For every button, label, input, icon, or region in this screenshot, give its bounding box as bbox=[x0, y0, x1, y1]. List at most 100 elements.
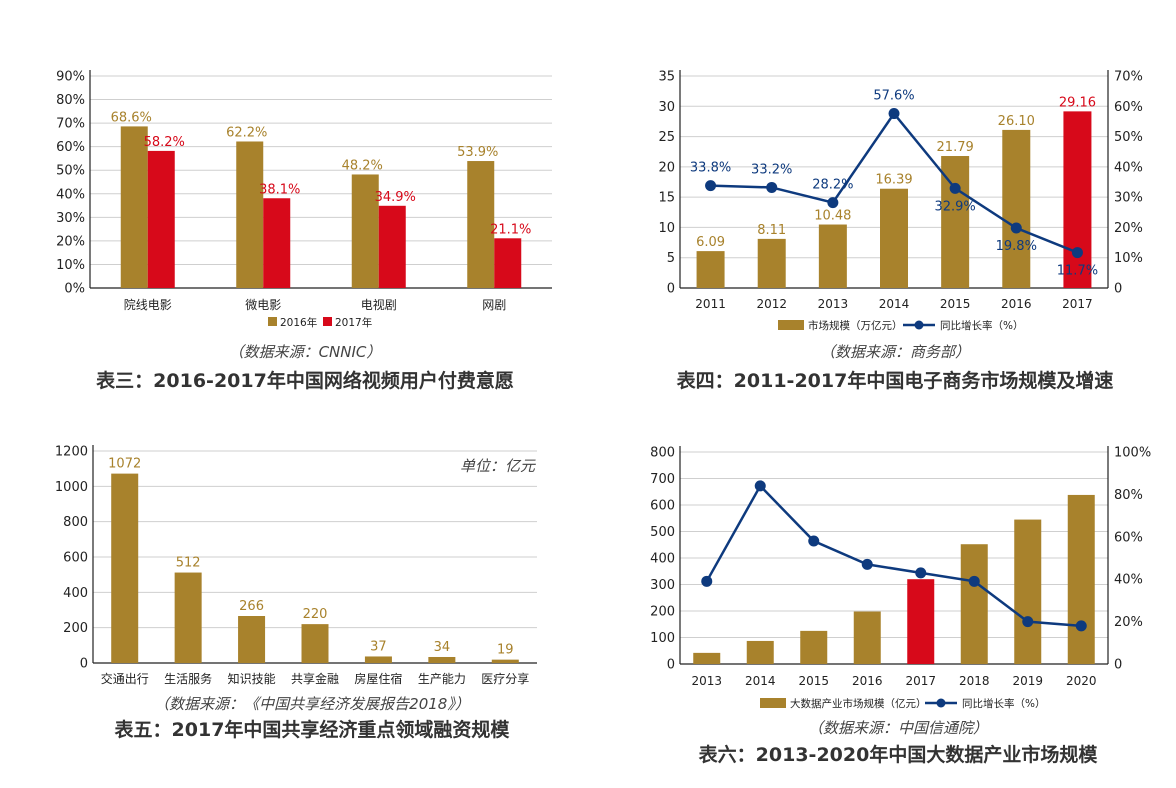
bar bbox=[351, 174, 379, 288]
data-label: 48.2% bbox=[342, 158, 383, 173]
y2-tick-label: 60% bbox=[1114, 100, 1143, 115]
bar bbox=[174, 572, 202, 663]
x-tick-label: 2017 bbox=[905, 674, 936, 688]
x-tick-label: 院线电影 bbox=[124, 298, 172, 312]
chart-caption: 表五：2017年中国共享经济重点领域融资规模 bbox=[115, 718, 511, 741]
data-label: 19 bbox=[497, 643, 514, 658]
bar bbox=[301, 624, 329, 663]
y2-tick-label: 0 bbox=[1114, 282, 1122, 297]
y2-tick-label: 30% bbox=[1114, 191, 1143, 206]
bar bbox=[757, 238, 786, 288]
bar bbox=[378, 205, 406, 288]
bar bbox=[428, 656, 456, 663]
legend-label: 大数据产业市场规模（亿元） bbox=[790, 697, 927, 710]
data-label: 266 bbox=[239, 599, 264, 614]
bar bbox=[111, 473, 139, 663]
bar bbox=[263, 198, 291, 288]
legend-label: 同比增长率（%） bbox=[962, 697, 1045, 710]
bar bbox=[147, 150, 175, 288]
x-tick-label: 微电影 bbox=[245, 298, 281, 312]
y-tick-label: 1000 bbox=[55, 480, 88, 495]
line-point bbox=[705, 180, 717, 192]
line-point bbox=[888, 108, 900, 120]
y-tick-label: 600 bbox=[650, 499, 675, 514]
unit-label: 单位：亿元 bbox=[460, 457, 536, 475]
bar bbox=[364, 656, 392, 663]
line-data-label: 19.8% bbox=[996, 239, 1037, 254]
legend-swatch bbox=[268, 317, 277, 326]
chart-big-data: 0 100 200 300 400 500 600 700 800 0 20% 40% 60% 80% 10… bbox=[650, 446, 1151, 767]
y-tick-label: 70% bbox=[56, 117, 85, 132]
y-tick-label: 500 bbox=[650, 525, 675, 540]
y2-tick-label: 70% bbox=[1114, 70, 1143, 85]
bar bbox=[853, 611, 881, 664]
y-tick-label: 50% bbox=[56, 164, 85, 179]
y-tick-label: 1200 bbox=[55, 445, 88, 460]
growth-line bbox=[705, 483, 1082, 628]
legend-marker bbox=[914, 320, 924, 330]
y-tick-label: 600 bbox=[63, 551, 88, 566]
bar bbox=[494, 238, 522, 288]
y2-tick-label: 20% bbox=[1114, 615, 1143, 630]
bar bbox=[1002, 129, 1031, 288]
line-point bbox=[861, 558, 873, 570]
y-tick-label: 80% bbox=[56, 93, 85, 108]
x-tick-label: 医疗分享 bbox=[481, 671, 529, 686]
y-tick-label: 400 bbox=[650, 552, 675, 567]
line-point bbox=[766, 181, 778, 193]
data-label: 68.6% bbox=[111, 110, 152, 125]
y-tick-label: 0 bbox=[80, 657, 88, 672]
y2-tick-label: 10% bbox=[1114, 251, 1143, 266]
bar bbox=[467, 161, 495, 288]
bar-data-label: 10.48 bbox=[814, 209, 851, 224]
y2-tick-label: 100% bbox=[1114, 446, 1151, 461]
y-tick-label: 200 bbox=[63, 621, 88, 636]
y2-tick-label: 40% bbox=[1114, 160, 1143, 175]
bar-data-label: 26.10 bbox=[998, 114, 1035, 129]
x-tick-label: 2015 bbox=[940, 297, 971, 311]
x-tick-label: 生活服务 bbox=[164, 671, 212, 686]
bar-data-label: 6.09 bbox=[696, 235, 725, 250]
x-tick-label: 2014 bbox=[745, 674, 776, 688]
line-data-label: 33.2% bbox=[751, 162, 792, 177]
x-tick-label: 知识技能 bbox=[228, 672, 276, 686]
chart-source: （数据来源：《中国共享经济发展报告2018》） bbox=[154, 695, 470, 713]
x-tick-label: 2013 bbox=[818, 297, 849, 311]
bar bbox=[696, 251, 725, 288]
x-tick-label: 共享金融 bbox=[291, 671, 339, 686]
line-point bbox=[827, 197, 839, 209]
bar bbox=[491, 659, 519, 663]
y-tick-label: 10 bbox=[658, 221, 675, 236]
chart-ecommerce: 0 5 10 15 20 25 30 35 0 10% 20% 30% 40% 50% 60% 70% 6.09… bbox=[658, 70, 1142, 393]
bar-data-label: 8.11 bbox=[757, 223, 786, 238]
y-tick-label: 60% bbox=[56, 140, 85, 155]
bar bbox=[236, 141, 264, 288]
data-label: 58.2% bbox=[144, 135, 185, 150]
bar bbox=[693, 652, 721, 664]
data-label: 62.2% bbox=[226, 125, 267, 140]
y-tick-label: 5 bbox=[667, 251, 675, 266]
y-tick-label: 35 bbox=[658, 70, 675, 85]
chart-source: （数据来源：中国信通院） bbox=[808, 719, 988, 737]
line-point bbox=[915, 567, 927, 579]
data-label: 512 bbox=[176, 556, 201, 571]
y-tick-label: 800 bbox=[63, 515, 88, 530]
legend-label: 同比增长率（%） bbox=[940, 319, 1023, 332]
line-point bbox=[968, 575, 980, 587]
data-label: 1072 bbox=[108, 457, 141, 472]
x-tick-label: 2014 bbox=[879, 297, 910, 311]
bar bbox=[818, 224, 847, 288]
y-tick-label: 300 bbox=[650, 578, 675, 593]
y2-tick-label: 80% bbox=[1114, 488, 1143, 503]
y-tick-label: 40% bbox=[56, 187, 85, 202]
data-label: 38.1% bbox=[259, 182, 300, 197]
y-tick-label: 0 bbox=[667, 282, 675, 297]
y-tick-label: 15 bbox=[658, 191, 675, 206]
line-point bbox=[1075, 620, 1087, 632]
x-tick-label: 交通出行 bbox=[101, 671, 149, 686]
x-tick-label: 2011 bbox=[695, 297, 726, 311]
x-tick-label: 2020 bbox=[1066, 674, 1097, 688]
y-tick-label: 0% bbox=[64, 282, 85, 297]
data-label: 220 bbox=[303, 607, 328, 622]
